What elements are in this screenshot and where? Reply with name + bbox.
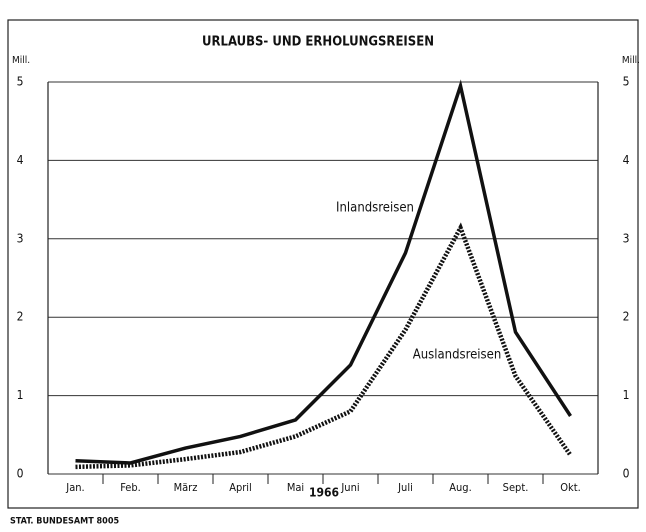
x-tick-label: Sept. [503,481,529,494]
frame [7,19,639,509]
x-tick-label: April [229,481,252,494]
series-line [75,222,573,470]
x-tick-label: Okt. [560,481,581,494]
y2-axis-label: Mill. [622,55,640,66]
y2-tick-label: 3 [623,231,630,245]
x-tick-label: Jan. [65,481,84,494]
y-tick-label: 4 [17,153,24,167]
chart-title: URLAUBS- UND ERHOLUNGSREISEN [202,35,434,50]
y-axis-label: Mill. [12,55,30,66]
y2-tick-label: 1 [623,388,630,402]
x-tick-label: Juni [340,481,359,494]
y2-tick-label: 0 [623,467,630,481]
series-label: Auslandsreisen [413,348,502,363]
series-label: Inlandsreisen [336,201,414,216]
y-tick-label: 2 [17,310,24,324]
x-tick-label: März [174,481,198,494]
y-tick-label: 5 [17,75,24,89]
x-tick-label: Mai [287,481,304,494]
series-line [75,79,572,465]
x-axis-label: 1966 [309,486,339,500]
y2-tick-label: 5 [623,75,630,89]
y-tick-label: 0 [17,467,24,481]
x-tick-label: Feb. [120,481,141,494]
y-tick-label: 3 [17,231,24,245]
x-tick-label: Aug. [449,481,471,494]
source: STAT. BUNDESAMT 8005 [10,517,119,527]
x-tick-label: Juli [397,481,413,494]
y-tick-label: 1 [17,388,24,402]
y2-tick-label: 4 [623,153,630,167]
y2-tick-label: 2 [623,310,630,324]
